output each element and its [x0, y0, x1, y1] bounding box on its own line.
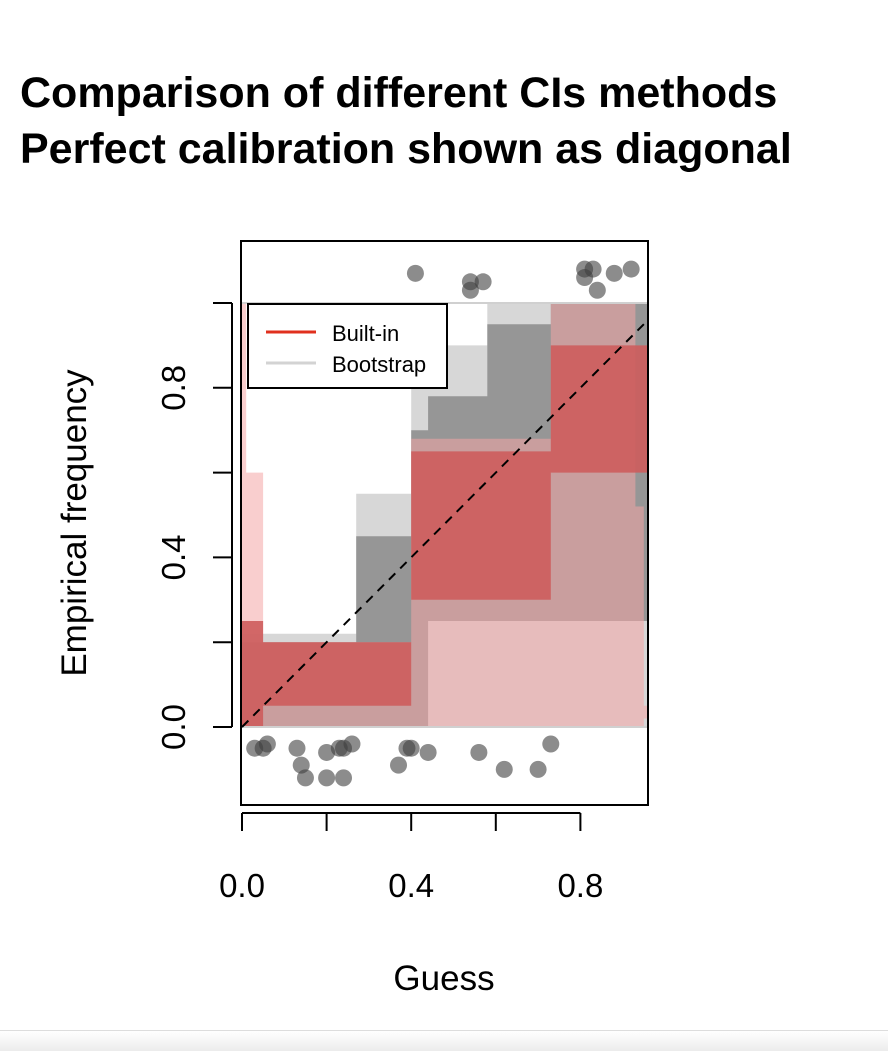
- y-axis-label: Empirical frequency: [55, 369, 94, 677]
- data-point: [588, 281, 606, 299]
- data-point: [495, 760, 513, 778]
- y-tick-label: 0.0: [155, 704, 192, 750]
- legend-label-builtin: Built-in: [332, 321, 399, 346]
- y-tick-label: 0.8: [155, 365, 192, 411]
- bands-layer: [242, 303, 648, 727]
- window-bottom-bar: [0, 1030, 888, 1051]
- data-point: [288, 739, 306, 757]
- data-point: [318, 769, 336, 787]
- data-point: [470, 743, 488, 761]
- data-point: [529, 760, 547, 778]
- data-point: [605, 264, 623, 282]
- data-point: [343, 735, 361, 753]
- x-tick-label: 0.8: [557, 867, 603, 904]
- data-point: [419, 743, 437, 761]
- data-point: [406, 264, 424, 282]
- data-point: [474, 273, 492, 291]
- legend-box: [247, 303, 448, 389]
- data-point: [402, 739, 420, 757]
- data-point: [296, 769, 314, 787]
- y-tick-label: 0.4: [155, 534, 192, 580]
- data-point: [576, 269, 594, 287]
- legend: Built-in Bootstrap: [247, 303, 448, 389]
- data-point: [258, 735, 276, 753]
- x-tick-label: 0.4: [388, 867, 434, 904]
- built-in-inner-band: [242, 345, 648, 727]
- data-point: [622, 260, 640, 278]
- points-layer: [246, 260, 640, 787]
- data-point: [335, 769, 353, 787]
- y-axis: 0.0 0.4 0.8: [155, 302, 233, 750]
- x-axis: 0.0 0.4 0.8: [219, 812, 603, 904]
- chart-title-line-1: Comparison of different CIs methods: [20, 69, 778, 117]
- data-point: [461, 281, 479, 299]
- x-tick-label: 0.0: [219, 867, 265, 904]
- legend-label-bootstrap: Bootstrap: [332, 352, 426, 377]
- plot-frame: [240, 240, 649, 806]
- x-axis-label: Guess: [393, 959, 494, 998]
- chart-title-line-2: Perfect calibration shown as diagonal: [20, 125, 792, 173]
- data-point: [542, 735, 560, 753]
- data-point: [390, 756, 408, 774]
